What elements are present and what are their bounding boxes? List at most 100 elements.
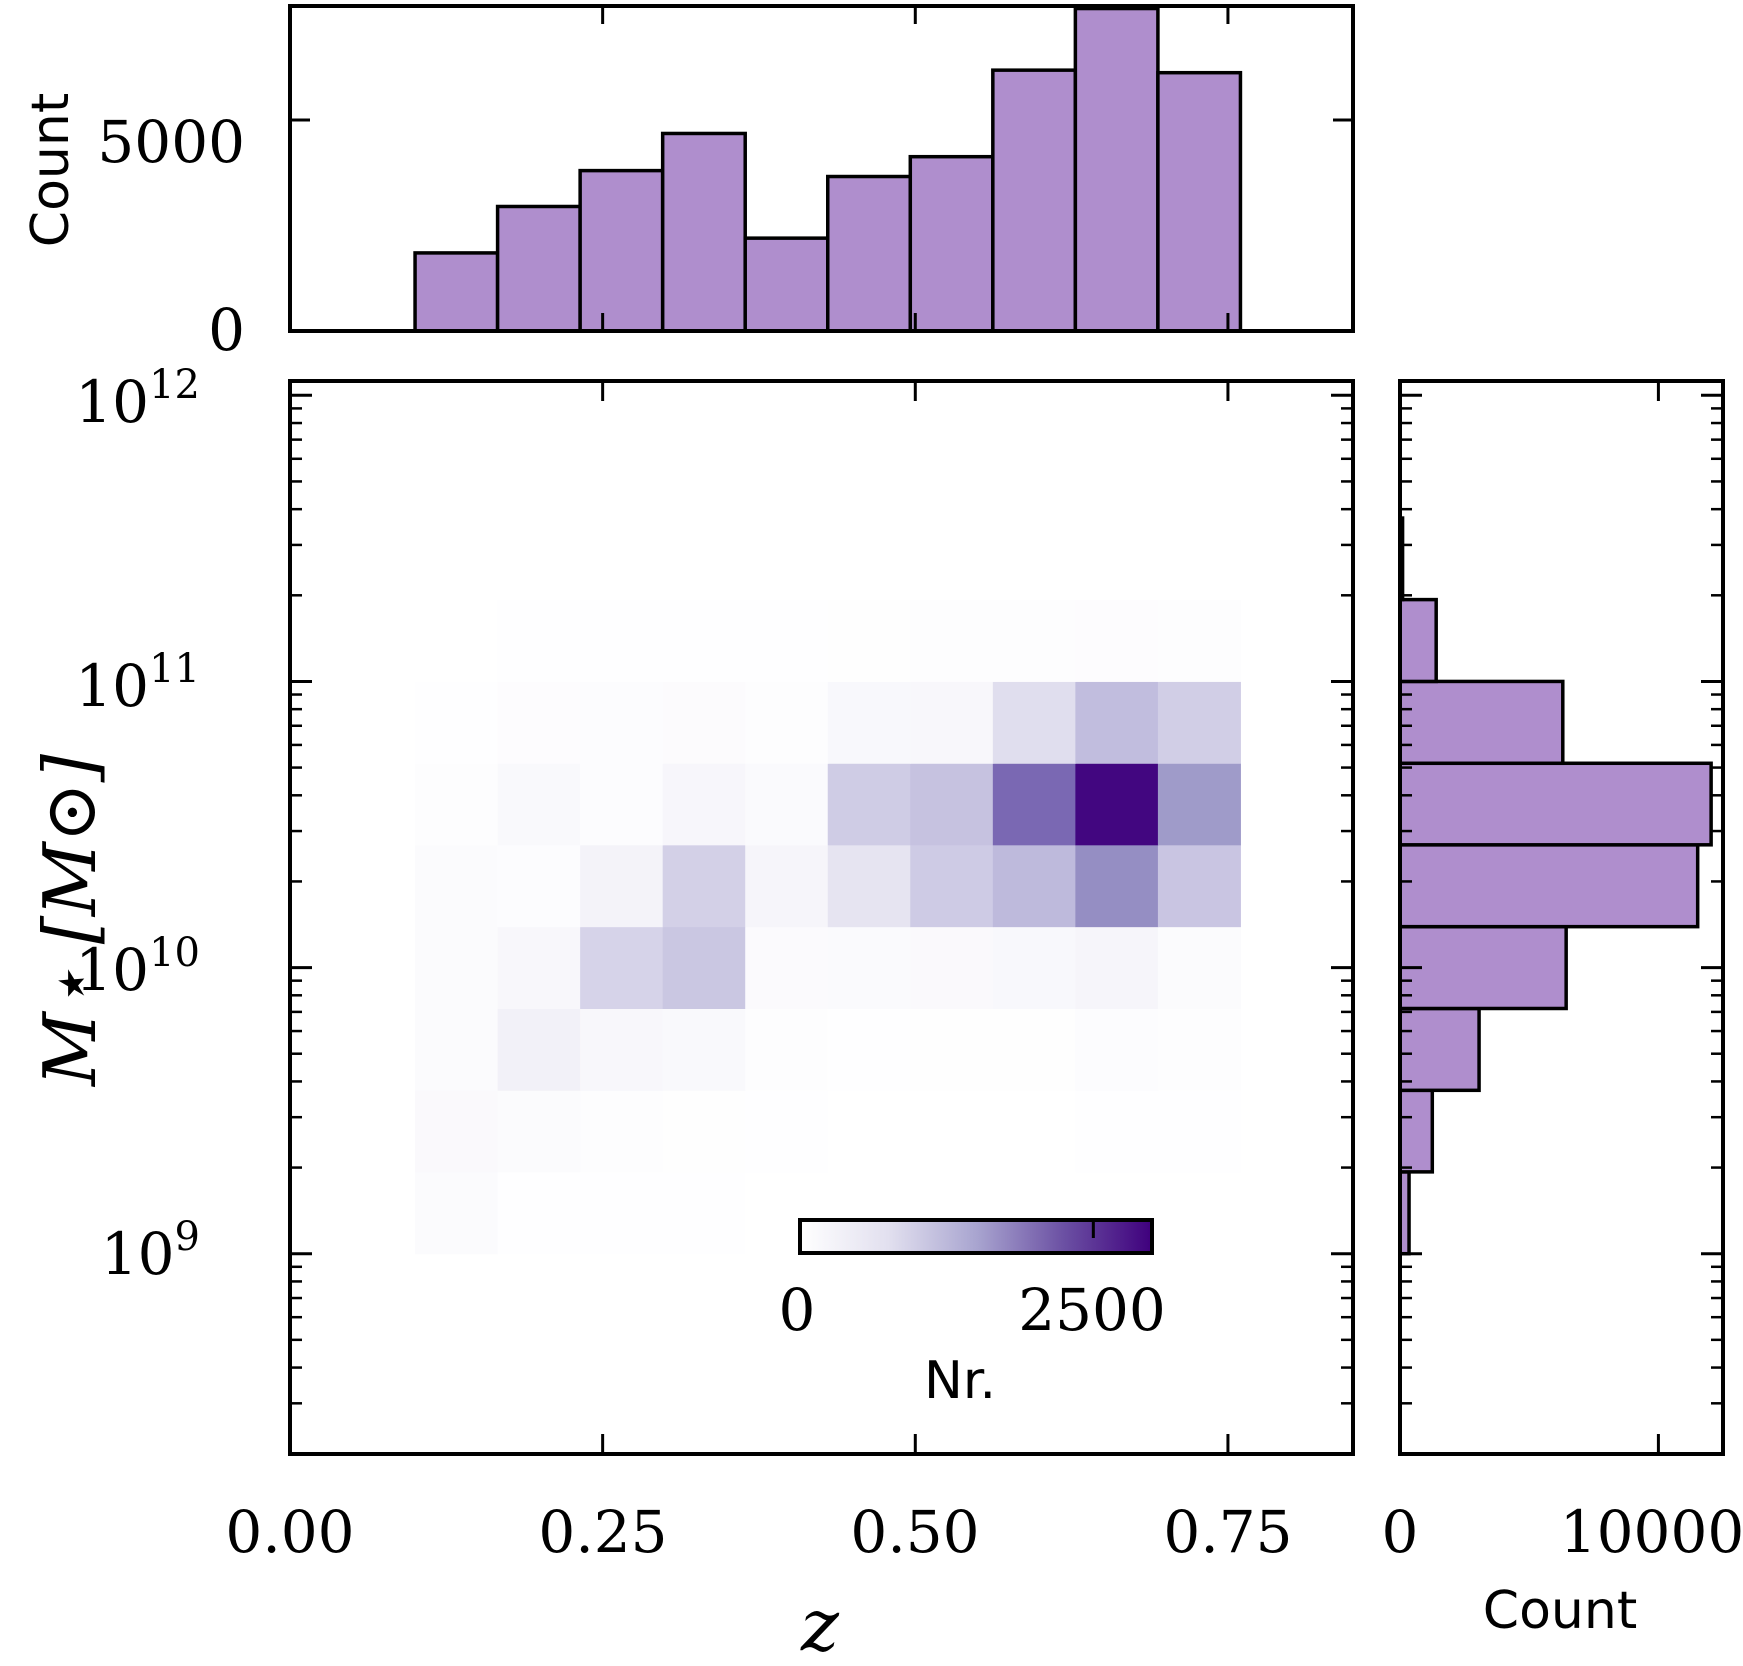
xtick-label-0.25: 0.25 xyxy=(538,1498,667,1566)
top-histogram-bar xyxy=(660,131,747,333)
right-histogram-bar xyxy=(1398,843,1700,929)
heatmap-cell xyxy=(1157,1171,1241,1255)
heatmap-cell xyxy=(745,599,829,682)
heatmap-cell xyxy=(745,926,829,1009)
top-ytick-label-5000: 5000 xyxy=(97,108,245,176)
heatmap-cell xyxy=(662,1008,746,1091)
heatmap-cell xyxy=(415,844,499,928)
heatmap-cell xyxy=(745,1008,829,1091)
heatmap-cell xyxy=(580,599,664,682)
ytick-label-1e10: 1010 xyxy=(75,930,200,1004)
right-xtick-label-10000: 10000 xyxy=(1560,1498,1743,1566)
heatmap-cell xyxy=(827,599,911,682)
top-panel-frame xyxy=(288,4,1355,333)
heatmap-cell xyxy=(497,1171,581,1255)
heatmap-cell xyxy=(1157,1008,1241,1091)
heatmap-cell xyxy=(580,1090,664,1173)
top-panel-ticks xyxy=(288,6,1353,333)
heatmap-cell xyxy=(992,599,1076,682)
heatmap-cell xyxy=(1157,1090,1241,1173)
heatmap-cell xyxy=(662,681,746,764)
heatmap-cell xyxy=(1157,518,1241,601)
heatmap-cell xyxy=(992,1008,1076,1091)
heatmap-cell xyxy=(910,1090,994,1173)
xlabel: z xyxy=(800,1583,840,1666)
heatmap-cell xyxy=(1157,844,1241,928)
right-histogram-bar xyxy=(1398,1088,1435,1174)
heatmap-cell xyxy=(1157,436,1241,519)
colorbar-tick-label-0: 0 xyxy=(779,1276,816,1344)
right-histogram-bar xyxy=(1398,679,1565,766)
top-histogram-bar xyxy=(495,204,582,333)
top-histogram-bar xyxy=(743,236,830,333)
top-histogram-bars xyxy=(413,6,1243,333)
heatmap-cell xyxy=(415,599,499,682)
heatmap-cell xyxy=(497,1008,581,1091)
heatmap-cells xyxy=(415,436,1241,1255)
heatmap-cell xyxy=(745,681,829,764)
right-histogram-bar xyxy=(1398,597,1438,684)
xtick-label-0.00: 0.00 xyxy=(225,1498,354,1566)
heatmap-cell xyxy=(827,926,911,1009)
colorbar-label: Nr. xyxy=(924,1351,996,1411)
heatmap-cell xyxy=(497,844,581,928)
heatmap-cell xyxy=(910,681,994,764)
top-histogram-bar xyxy=(1156,70,1243,333)
heatmap-cell xyxy=(662,518,746,601)
heatmap-cell xyxy=(910,844,994,928)
heatmap-cell xyxy=(580,763,664,846)
heatmap-cell xyxy=(1157,599,1241,682)
top-ytick-label-0: 0 xyxy=(208,296,245,364)
heatmap-cell xyxy=(1075,599,1159,682)
colorbar xyxy=(798,1218,1154,1255)
heatmap-cell xyxy=(497,926,581,1009)
main-panel-frame xyxy=(288,379,1355,1456)
heatmap-cell xyxy=(497,599,581,682)
heatmap-cell xyxy=(415,926,499,1009)
ylabel: M⋆ [M⊙] xyxy=(28,753,112,1088)
heatmap-cell xyxy=(745,518,829,601)
heatmap-cell xyxy=(910,518,994,601)
heatmap-cell xyxy=(827,844,911,928)
top-histogram-bar xyxy=(908,154,995,333)
main-heatmap-panel: 109 1010 1011 1012 0.00 0.25 0.50 0.75 z… xyxy=(28,362,1355,1666)
heatmap-cell xyxy=(662,599,746,682)
heatmap-cell xyxy=(580,1171,664,1255)
heatmap-cell xyxy=(1075,926,1159,1009)
ytick-label-1e9: 109 xyxy=(101,1214,200,1288)
top-histogram-bar xyxy=(991,68,1078,333)
heatmap-cell xyxy=(827,763,911,846)
heatmap-cell xyxy=(910,436,994,519)
main-panel-ticks xyxy=(288,381,1353,1455)
heatmap-cell xyxy=(910,1008,994,1091)
heatmap-cell xyxy=(745,844,829,928)
heatmap-cell xyxy=(580,518,664,601)
xtick-label-0.50: 0.50 xyxy=(850,1498,979,1566)
heatmap-cell xyxy=(910,599,994,682)
heatmap-cell xyxy=(497,518,581,601)
heatmap-cell xyxy=(1075,518,1159,601)
top-histogram-bar xyxy=(826,174,913,333)
heatmap-cell xyxy=(580,1008,664,1091)
heatmap-cell xyxy=(415,518,499,601)
heatmap-cell xyxy=(497,681,581,764)
heatmap-cell xyxy=(992,844,1076,928)
heatmap-cell xyxy=(827,1090,911,1173)
right-histogram-bar xyxy=(1398,761,1713,847)
heatmap-cell xyxy=(827,1008,911,1091)
right-panel-ticks xyxy=(1398,381,1723,1455)
heatmap-cell xyxy=(1075,1008,1159,1091)
heatmap-cell xyxy=(992,1090,1076,1173)
heatmap-cell xyxy=(580,681,664,764)
right-xlabel: Count xyxy=(1483,1581,1637,1641)
heatmap-cell xyxy=(415,681,499,764)
ytick-label-1e12: 1012 xyxy=(75,362,200,436)
right-panel-frame xyxy=(1398,379,1725,1456)
heatmap-cell xyxy=(1075,681,1159,764)
heatmap-cell xyxy=(745,1090,829,1173)
heatmap-cell xyxy=(497,763,581,846)
heatmap-cell xyxy=(1075,763,1159,846)
heatmap-cell xyxy=(415,1090,499,1173)
heatmap-cell xyxy=(992,763,1076,846)
heatmap-cell xyxy=(910,926,994,1009)
